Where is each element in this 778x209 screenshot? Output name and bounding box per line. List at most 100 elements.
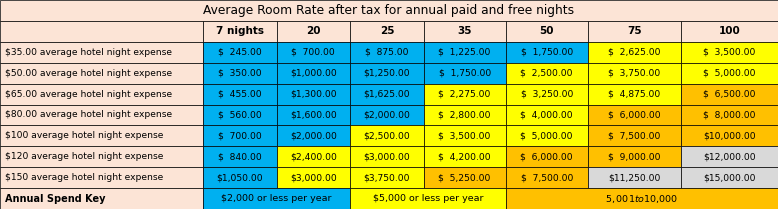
Bar bbox=[681, 21, 778, 42]
Bar bbox=[506, 42, 587, 63]
Bar bbox=[587, 84, 681, 104]
Bar bbox=[203, 146, 276, 167]
Bar bbox=[587, 42, 681, 63]
Bar bbox=[203, 42, 276, 63]
Text: $1,600.00: $1,600.00 bbox=[290, 110, 337, 120]
Bar bbox=[506, 146, 587, 167]
Text: $  2,625.00: $ 2,625.00 bbox=[608, 48, 661, 57]
Bar bbox=[0, 84, 203, 104]
Bar bbox=[0, 63, 203, 84]
Text: 7 nights: 7 nights bbox=[216, 26, 264, 36]
Bar bbox=[203, 188, 350, 209]
Bar bbox=[506, 167, 587, 188]
Bar bbox=[681, 146, 778, 167]
Bar bbox=[203, 63, 276, 84]
Bar bbox=[350, 125, 424, 146]
Text: $1,050.00: $1,050.00 bbox=[216, 173, 263, 182]
Text: $5,001 to $10,000: $5,001 to $10,000 bbox=[605, 192, 678, 205]
Text: $50.00 average hotel night expense: $50.00 average hotel night expense bbox=[5, 69, 173, 78]
Text: 20: 20 bbox=[306, 26, 321, 36]
Bar bbox=[276, 21, 350, 42]
Bar bbox=[506, 104, 587, 125]
Bar bbox=[681, 104, 778, 125]
Text: $  6,500.00: $ 6,500.00 bbox=[703, 89, 755, 99]
Text: $15,000.00: $15,000.00 bbox=[703, 173, 755, 182]
Text: $  8,000.00: $ 8,000.00 bbox=[703, 110, 755, 120]
Bar bbox=[350, 84, 424, 104]
Text: $35.00 average hotel night expense: $35.00 average hotel night expense bbox=[5, 48, 173, 57]
Bar bbox=[276, 146, 350, 167]
Bar bbox=[0, 104, 203, 125]
Text: $12,000.00: $12,000.00 bbox=[703, 152, 755, 161]
Text: $  560.00: $ 560.00 bbox=[218, 110, 261, 120]
Bar bbox=[587, 104, 681, 125]
Text: $1,000.00: $1,000.00 bbox=[290, 69, 337, 78]
Text: $  1,750.00: $ 1,750.00 bbox=[439, 69, 491, 78]
Text: $  2,275.00: $ 2,275.00 bbox=[439, 89, 491, 99]
Bar bbox=[587, 63, 681, 84]
Bar bbox=[587, 146, 681, 167]
Text: $  1,750.00: $ 1,750.00 bbox=[520, 48, 573, 57]
Bar bbox=[0, 146, 203, 167]
Bar bbox=[0, 188, 203, 209]
Bar bbox=[276, 167, 350, 188]
Bar bbox=[0, 167, 203, 188]
Text: $5,000 or less per year: $5,000 or less per year bbox=[373, 194, 483, 203]
Bar bbox=[276, 63, 350, 84]
Bar bbox=[350, 42, 424, 63]
Text: $  5,000.00: $ 5,000.00 bbox=[703, 69, 755, 78]
Text: $  2,500.00: $ 2,500.00 bbox=[520, 69, 573, 78]
Bar bbox=[203, 84, 276, 104]
Bar bbox=[424, 167, 506, 188]
Text: $150 average hotel night expense: $150 average hotel night expense bbox=[5, 173, 163, 182]
Text: $  6,000.00: $ 6,000.00 bbox=[608, 110, 661, 120]
Text: $1,625.00: $1,625.00 bbox=[363, 89, 410, 99]
Text: $11,250.00: $11,250.00 bbox=[608, 173, 661, 182]
Text: 100: 100 bbox=[719, 26, 740, 36]
Text: $  700.00: $ 700.00 bbox=[292, 48, 335, 57]
Text: $  4,875.00: $ 4,875.00 bbox=[608, 89, 661, 99]
Text: $  3,750.00: $ 3,750.00 bbox=[608, 69, 661, 78]
Bar bbox=[506, 21, 587, 42]
Bar bbox=[350, 104, 424, 125]
Bar bbox=[681, 84, 778, 104]
Text: $  350.00: $ 350.00 bbox=[218, 69, 261, 78]
Text: $  7,500.00: $ 7,500.00 bbox=[520, 173, 573, 182]
Bar bbox=[506, 63, 587, 84]
Bar bbox=[203, 104, 276, 125]
Bar bbox=[0, 21, 203, 42]
Bar bbox=[350, 63, 424, 84]
Bar bbox=[424, 42, 506, 63]
Bar bbox=[203, 167, 276, 188]
Text: $  6,000.00: $ 6,000.00 bbox=[520, 152, 573, 161]
Text: $  455.00: $ 455.00 bbox=[218, 89, 261, 99]
Bar bbox=[276, 42, 350, 63]
Bar bbox=[350, 146, 424, 167]
Bar bbox=[681, 167, 778, 188]
Text: $2,000 or less per year: $2,000 or less per year bbox=[221, 194, 331, 203]
Text: Annual Spend Key: Annual Spend Key bbox=[5, 194, 106, 204]
Text: $65.00 average hotel night expense: $65.00 average hotel night expense bbox=[5, 89, 173, 99]
Text: $10,000.00: $10,000.00 bbox=[703, 131, 755, 140]
Bar bbox=[424, 21, 506, 42]
Text: $80.00 average hotel night expense: $80.00 average hotel night expense bbox=[5, 110, 173, 120]
Bar bbox=[350, 167, 424, 188]
Bar bbox=[0, 0, 778, 21]
Text: $100 average hotel night expense: $100 average hotel night expense bbox=[5, 131, 164, 140]
Text: $  1,225.00: $ 1,225.00 bbox=[439, 48, 491, 57]
Text: $  840.00: $ 840.00 bbox=[218, 152, 261, 161]
Bar bbox=[276, 125, 350, 146]
Bar bbox=[424, 84, 506, 104]
Bar bbox=[203, 125, 276, 146]
Text: Average Room Rate after tax for annual paid and free nights: Average Room Rate after tax for annual p… bbox=[203, 4, 575, 17]
Bar bbox=[424, 63, 506, 84]
Bar bbox=[350, 188, 506, 209]
Text: $  700.00: $ 700.00 bbox=[218, 131, 261, 140]
Bar bbox=[276, 84, 350, 104]
Text: $  3,500.00: $ 3,500.00 bbox=[439, 131, 491, 140]
Text: $  7,500.00: $ 7,500.00 bbox=[608, 131, 661, 140]
Bar bbox=[681, 125, 778, 146]
Text: $2,000.00: $2,000.00 bbox=[363, 110, 410, 120]
Bar bbox=[203, 21, 276, 42]
Text: $3,000.00: $3,000.00 bbox=[290, 173, 337, 182]
